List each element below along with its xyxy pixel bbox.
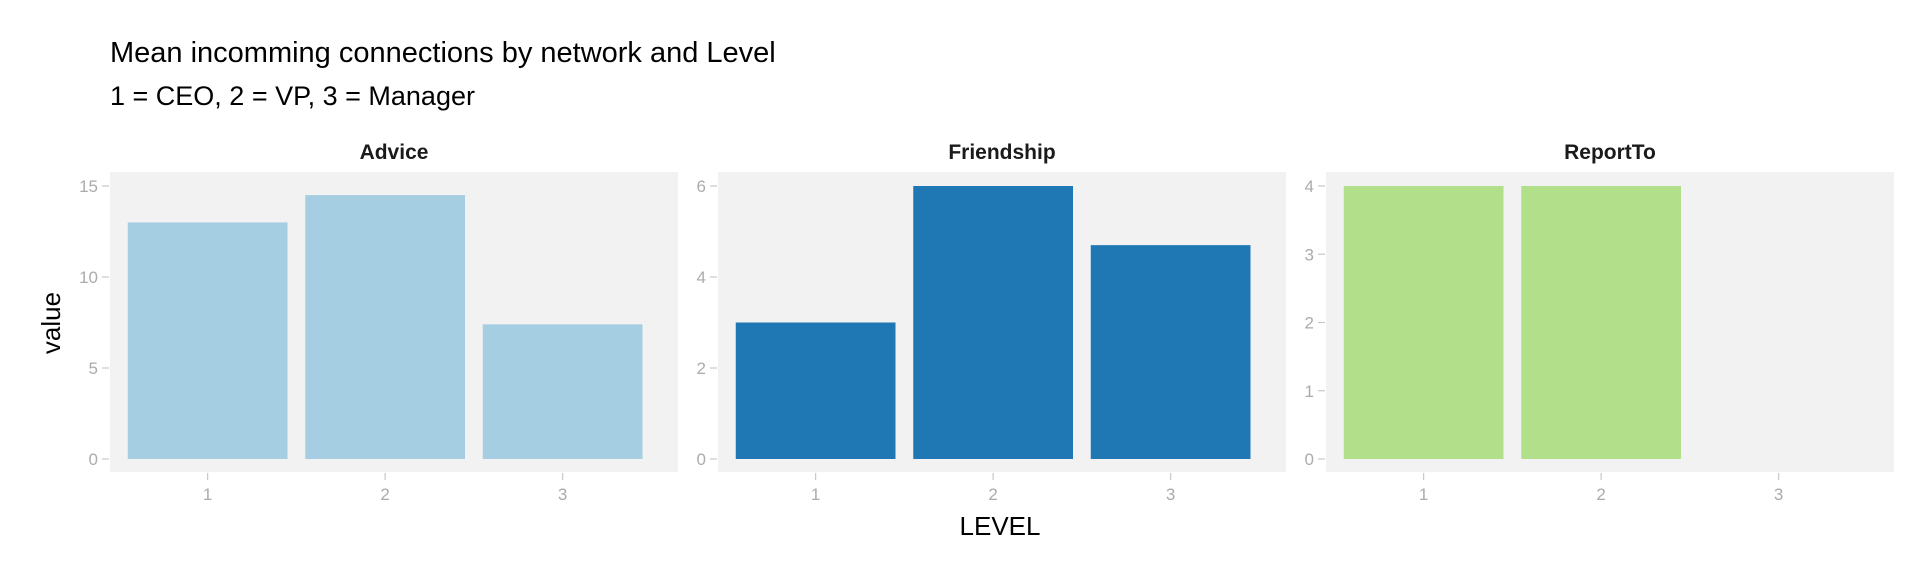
x-tick-label: 2 <box>380 485 389 504</box>
y-axis-title: value <box>36 292 66 354</box>
x-tick-label: 3 <box>558 485 567 504</box>
x-tick-label: 1 <box>1419 485 1428 504</box>
x-tick-label: 2 <box>1596 485 1605 504</box>
bar-friendship-3 <box>1090 245 1251 459</box>
bar-advice-1 <box>127 222 288 459</box>
chart-subtitle: 1 = CEO, 2 = VP, 3 = Manager <box>110 81 475 111</box>
x-tick-label: 3 <box>1166 485 1175 504</box>
chart-title: Mean incomming connections by network an… <box>110 37 776 69</box>
y-tick-label: 2 <box>1305 314 1314 333</box>
x-tick-label: 1 <box>811 485 820 504</box>
x-tick-label: 2 <box>988 485 997 504</box>
y-tick-label: 6 <box>697 177 706 196</box>
bar-advice-2 <box>305 195 465 459</box>
bar-advice-3 <box>482 324 643 459</box>
facet-label-reportto: ReportTo <box>1564 141 1656 164</box>
bar-friendship-2 <box>913 186 1073 459</box>
bar-reportto-1 <box>1343 186 1504 459</box>
y-tick-label: 0 <box>697 450 706 469</box>
y-tick-label: 3 <box>1305 245 1314 264</box>
facet-label-advice: Advice <box>360 141 429 164</box>
y-tick-label: 1 <box>1305 382 1314 401</box>
x-tick-label: 3 <box>1774 485 1783 504</box>
y-tick-label: 5 <box>89 359 98 378</box>
bar-reportto-2 <box>1521 186 1681 459</box>
bar-friendship-1 <box>735 322 896 459</box>
y-tick-label: 2 <box>697 359 706 378</box>
x-tick-label: 1 <box>203 485 212 504</box>
x-axis-title: LEVEL <box>960 511 1041 541</box>
y-tick-label: 0 <box>89 450 98 469</box>
y-tick-label: 4 <box>697 268 706 287</box>
y-tick-label: 0 <box>1305 450 1314 469</box>
facet-label-friendship: Friendship <box>948 141 1055 164</box>
y-tick-label: 15 <box>79 177 98 196</box>
y-tick-label: 10 <box>79 268 98 287</box>
y-tick-label: 4 <box>1305 177 1314 196</box>
